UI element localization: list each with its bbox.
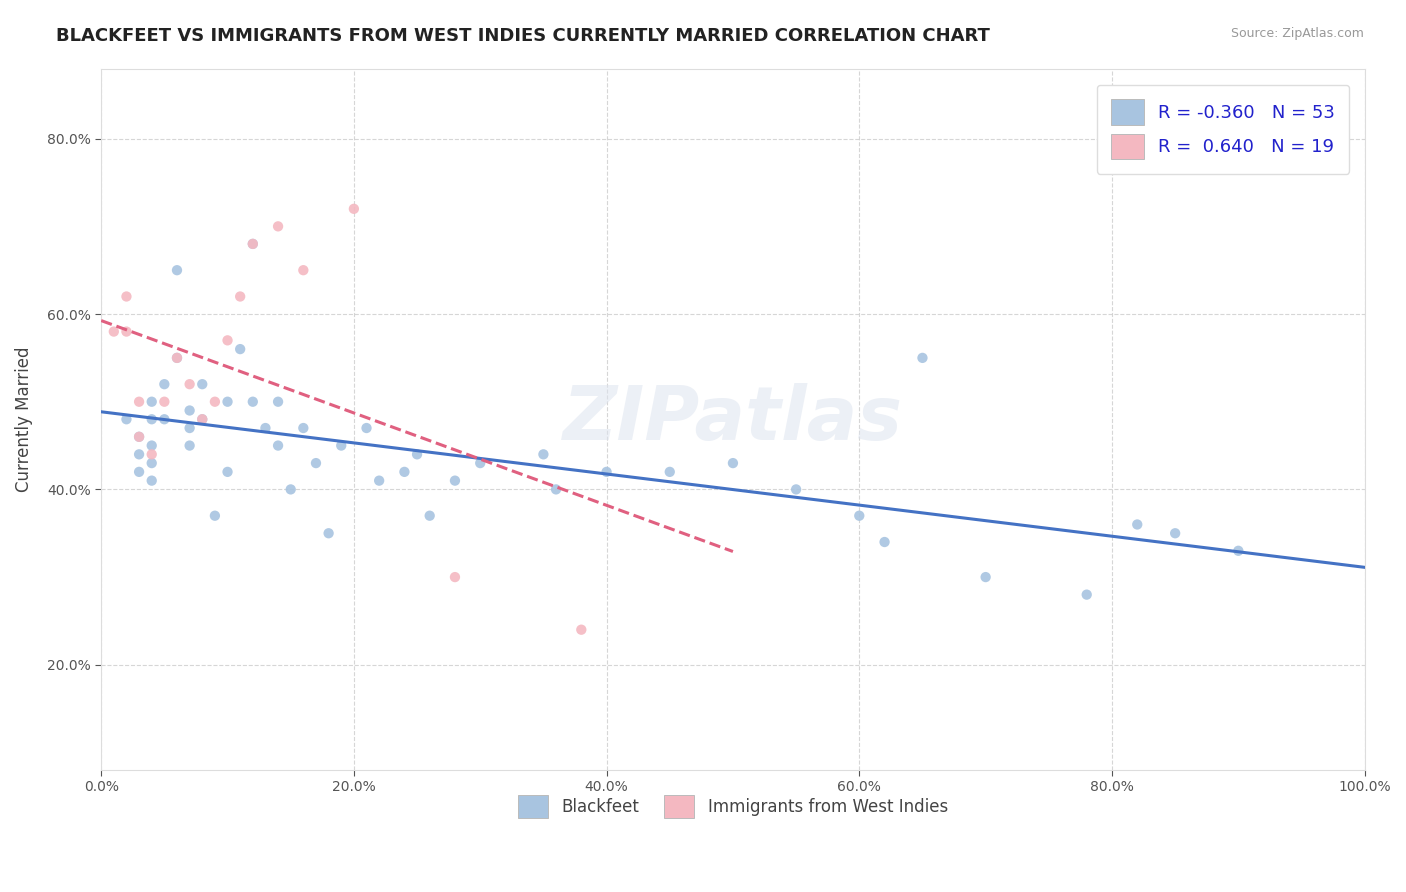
Point <box>153 377 176 392</box>
Point <box>179 439 201 453</box>
Point <box>721 456 744 470</box>
Point <box>406 447 429 461</box>
Point <box>103 325 125 339</box>
Point <box>128 465 150 479</box>
Point <box>191 412 214 426</box>
Point <box>242 394 264 409</box>
Point <box>444 474 467 488</box>
Point <box>115 325 138 339</box>
Text: ZIPatlas: ZIPatlas <box>562 383 903 456</box>
Point <box>141 456 163 470</box>
Y-axis label: Currently Married: Currently Married <box>15 346 32 492</box>
Point <box>785 483 807 497</box>
Point <box>267 439 290 453</box>
Point <box>166 263 188 277</box>
Point <box>191 377 214 392</box>
Point <box>531 447 554 461</box>
Point <box>330 439 353 453</box>
Point <box>217 465 239 479</box>
Point <box>153 394 176 409</box>
Point <box>128 430 150 444</box>
Point <box>343 202 366 216</box>
Point <box>166 351 188 365</box>
Point <box>115 289 138 303</box>
Point <box>267 219 290 234</box>
Legend: Blackfeet, Immigrants from West Indies: Blackfeet, Immigrants from West Indies <box>512 788 955 825</box>
Point <box>141 412 163 426</box>
Point <box>911 351 934 365</box>
Point <box>419 508 441 523</box>
Point <box>179 403 201 417</box>
Point <box>254 421 277 435</box>
Point <box>141 447 163 461</box>
Point <box>179 421 201 435</box>
Point <box>204 394 226 409</box>
Point <box>444 570 467 584</box>
Text: Source: ZipAtlas.com: Source: ZipAtlas.com <box>1230 27 1364 40</box>
Point <box>267 394 290 409</box>
Point <box>141 394 163 409</box>
Point <box>305 456 328 470</box>
Point <box>179 377 201 392</box>
Point <box>318 526 340 541</box>
Point <box>470 456 492 470</box>
Point <box>848 508 870 523</box>
Point <box>974 570 997 584</box>
Point <box>204 508 226 523</box>
Point <box>368 474 391 488</box>
Point <box>217 394 239 409</box>
Point <box>1164 526 1187 541</box>
Text: BLACKFEET VS IMMIGRANTS FROM WEST INDIES CURRENTLY MARRIED CORRELATION CHART: BLACKFEET VS IMMIGRANTS FROM WEST INDIES… <box>56 27 990 45</box>
Point <box>128 394 150 409</box>
Point <box>1227 543 1250 558</box>
Point <box>292 421 315 435</box>
Point <box>217 334 239 348</box>
Point <box>544 483 567 497</box>
Point <box>128 430 150 444</box>
Point <box>595 465 617 479</box>
Point <box>141 439 163 453</box>
Point <box>229 342 252 356</box>
Point <box>153 412 176 426</box>
Point <box>141 474 163 488</box>
Point <box>292 263 315 277</box>
Point <box>1126 517 1149 532</box>
Point <box>873 535 896 549</box>
Point <box>229 289 252 303</box>
Point <box>191 412 214 426</box>
Point <box>356 421 378 435</box>
Point <box>115 412 138 426</box>
Point <box>658 465 681 479</box>
Point <box>242 236 264 251</box>
Point <box>242 236 264 251</box>
Point <box>1076 588 1098 602</box>
Point <box>166 351 188 365</box>
Point <box>128 447 150 461</box>
Point <box>280 483 302 497</box>
Point <box>394 465 416 479</box>
Point <box>569 623 592 637</box>
